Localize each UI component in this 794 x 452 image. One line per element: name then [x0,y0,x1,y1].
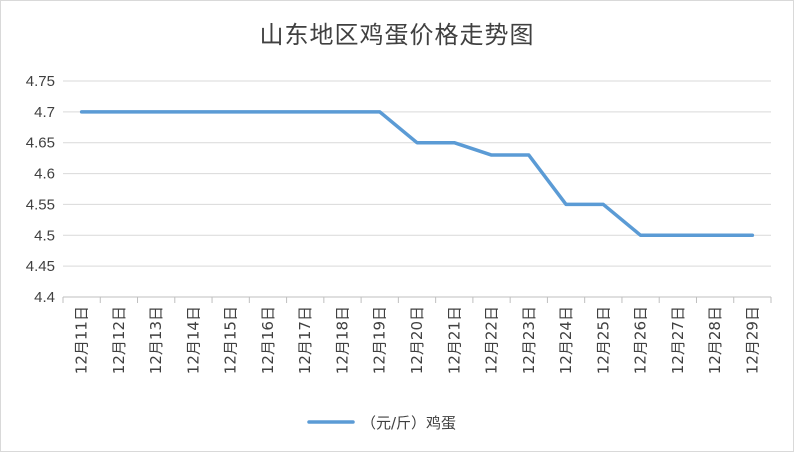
x-tick-label: 12月14日 [184,306,202,374]
x-tick-label: 12月11日 [73,306,91,374]
y-tick-label: 4.7 [34,104,55,121]
x-tick-label: 12月24日 [557,306,575,374]
y-tick-label: 4.55 [26,196,55,213]
series-line [79,110,755,238]
x-tick-label: 12月16日 [259,306,277,374]
legend-label: （元/斤）鸡蛋 [361,414,456,432]
x-tick-label: 12月17日 [296,306,314,374]
x-tick-label: 12月26日 [632,306,650,374]
y-tick-label: 4.45 [26,258,55,275]
legend: （元/斤）鸡蛋 [307,414,456,432]
y-tick-label: 4.75 [26,73,55,90]
x-tick-label: 12月18日 [333,306,351,374]
axes [62,296,772,303]
x-tick-label: 12月28日 [706,306,724,374]
y-axis-ticks: 4.4 4.45 4.5 4.55 4.6 4.65 4.7 4.75 [26,73,55,306]
x-tick-label: 12月19日 [371,306,389,374]
x-tick-label: 12月21日 [445,306,463,374]
x-tick-label: 12月27日 [669,306,687,374]
x-tick-label: 12月15日 [222,306,240,374]
gridlines [63,80,771,267]
x-tick-label: 12月25日 [594,306,612,374]
y-tick-label: 4.65 [26,135,55,152]
y-tick-label: 4.6 [34,166,55,183]
x-tick-label: 12月29日 [743,306,761,374]
x-tick-label: 12月23日 [520,306,538,374]
x-axis-ticks: 12月11日 12月12日 12月13日 12月14日 12月15日 12月16日 12月1… [73,306,762,374]
chart-title: 山东地区鸡蛋价格走势图 [259,21,535,49]
series-layer [79,110,755,238]
x-tick-label: 12月20日 [408,306,426,374]
y-tick-label: 4.5 [34,227,55,244]
x-tick-label: 12月22日 [483,306,501,374]
y-tick-label: 4.4 [34,289,55,306]
x-tick-label: 12月13日 [147,306,165,374]
x-tick-label: 12月12日 [110,306,128,374]
